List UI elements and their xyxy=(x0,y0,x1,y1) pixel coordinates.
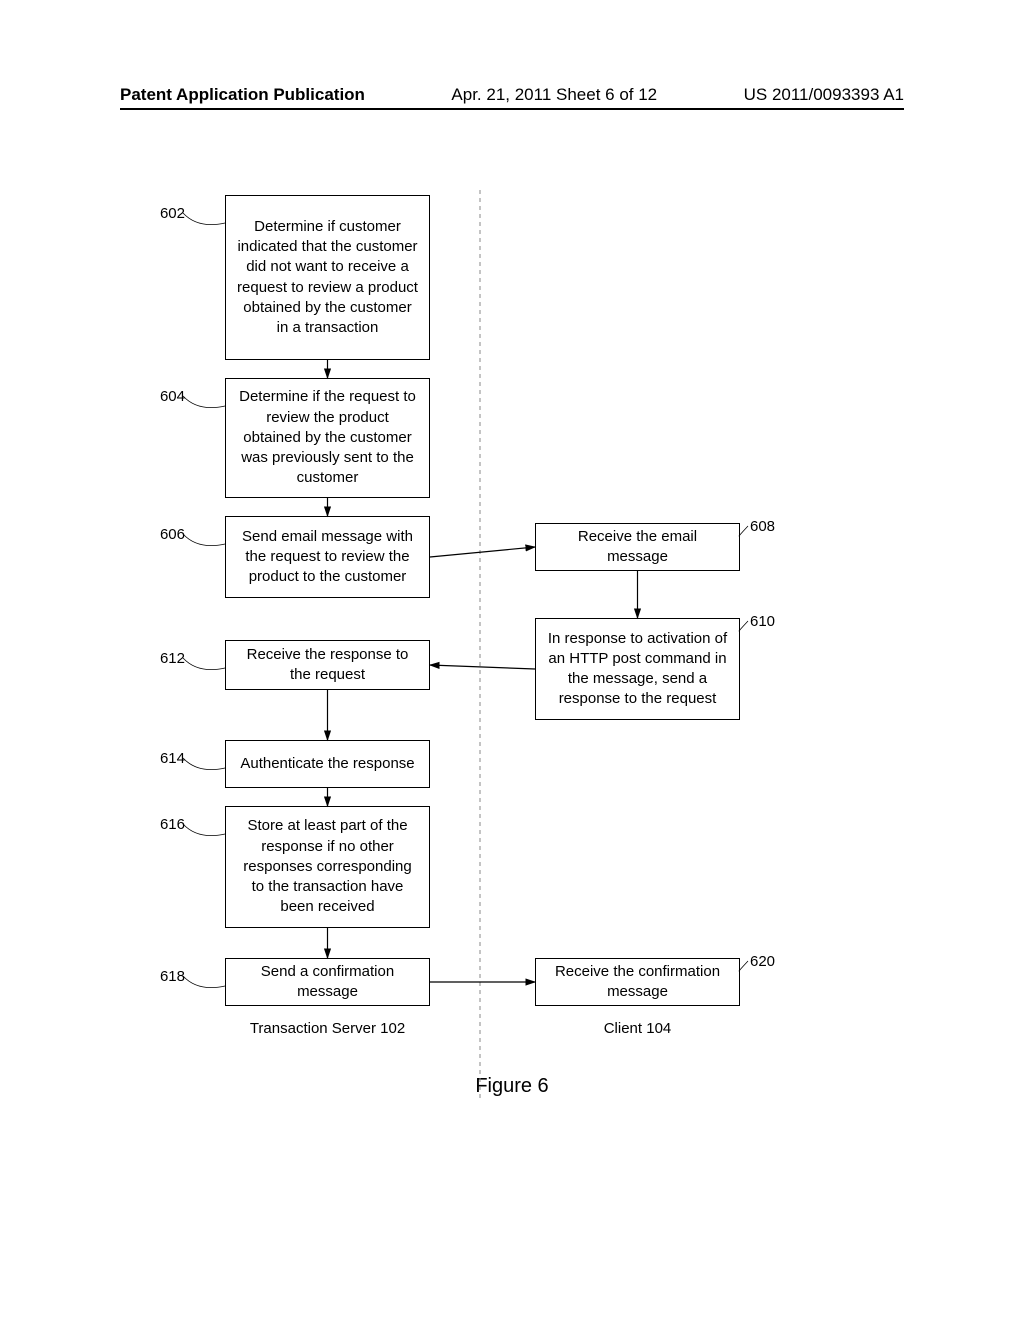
label-610: 610 xyxy=(750,613,790,630)
page-header: Patent Application Publication Apr. 21, … xyxy=(0,85,1024,105)
header-mid: Apr. 21, 2011 Sheet 6 of 12 xyxy=(451,85,657,105)
label-602: 602 xyxy=(145,205,185,222)
label-620: 620 xyxy=(750,953,790,970)
label-618: 618 xyxy=(145,968,185,985)
box-618: Send a confirmation message xyxy=(225,958,430,1006)
label-616: 616 xyxy=(145,816,185,833)
header-rule xyxy=(120,108,904,110)
flowchart-diagram: Determine if customer indicated that the… xyxy=(0,180,1024,1180)
box-610: In response to activation of an HTTP pos… xyxy=(535,618,740,720)
label-614: 614 xyxy=(145,750,185,767)
box-602: Determine if customer indicated that the… xyxy=(225,195,430,360)
label-608: 608 xyxy=(750,518,790,535)
box-616: Store at least part of the response if n… xyxy=(225,806,430,928)
figure-title: Figure 6 xyxy=(0,1075,1024,1098)
label-604: 604 xyxy=(145,388,185,405)
header-left: Patent Application Publication xyxy=(120,85,365,105)
box-612: Receive the response to the request xyxy=(225,640,430,690)
box-604: Determine if the request to review the p… xyxy=(225,378,430,498)
arrows-overlay xyxy=(0,180,1024,1180)
box-620: Receive the confirmation message xyxy=(535,958,740,1006)
column-label-client: Client 104 xyxy=(535,1020,740,1037)
header-right: US 2011/0093393 A1 xyxy=(744,85,904,105)
box-608: Receive the email message xyxy=(535,523,740,571)
label-606: 606 xyxy=(145,526,185,543)
box-614: Authenticate the response xyxy=(225,740,430,788)
label-612: 612 xyxy=(145,650,185,667)
column-label-server: Transaction Server 102 xyxy=(225,1020,430,1037)
box-606: Send email message with the request to r… xyxy=(225,516,430,598)
